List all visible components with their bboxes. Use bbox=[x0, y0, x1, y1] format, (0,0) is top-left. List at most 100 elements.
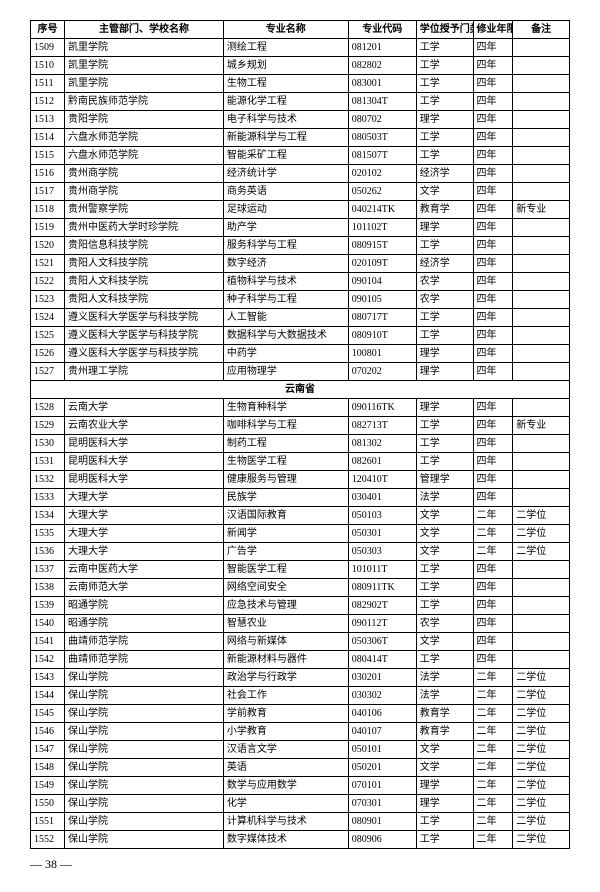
cell-remark: 二学位 bbox=[513, 741, 570, 759]
cell-school: 贵州商学院 bbox=[65, 183, 224, 201]
cell-code: 120410T bbox=[348, 471, 416, 489]
cell-remark bbox=[513, 579, 570, 597]
cell-seq: 1541 bbox=[31, 633, 65, 651]
table-row: 1552保山学院数字媒体技术080906工学二年二学位 bbox=[31, 831, 570, 849]
cell-degree: 工学 bbox=[416, 435, 473, 453]
cell-seq: 1524 bbox=[31, 309, 65, 327]
table-row: 1510凯里学院城乡规划082802工学四年 bbox=[31, 57, 570, 75]
cell-major: 生物工程 bbox=[223, 75, 348, 93]
cell-years: 四年 bbox=[473, 345, 513, 363]
cell-degree: 理学 bbox=[416, 111, 473, 129]
cell-seq: 1517 bbox=[31, 183, 65, 201]
cell-degree: 文学 bbox=[416, 525, 473, 543]
cell-remark bbox=[513, 309, 570, 327]
cell-major: 汉语言文学 bbox=[223, 741, 348, 759]
cell-code: 030401 bbox=[348, 489, 416, 507]
cell-code: 050101 bbox=[348, 741, 416, 759]
table-row: 1513贵阳学院电子科学与技术080702理学四年 bbox=[31, 111, 570, 129]
cell-code: 020102 bbox=[348, 165, 416, 183]
cell-code: 090104 bbox=[348, 273, 416, 291]
cell-school: 贵阳人文科技学院 bbox=[65, 273, 224, 291]
cell-seq: 1551 bbox=[31, 813, 65, 831]
cell-seq: 1515 bbox=[31, 147, 65, 165]
cell-years: 四年 bbox=[473, 273, 513, 291]
cell-school: 凯里学院 bbox=[65, 39, 224, 57]
table-row: 1538云南师范大学网络空间安全080911TK工学四年 bbox=[31, 579, 570, 597]
table-row: 1512黔南民族师范学院能源化学工程081304T工学四年 bbox=[31, 93, 570, 111]
cell-school: 曲靖师范学院 bbox=[65, 651, 224, 669]
cell-seq: 1549 bbox=[31, 777, 65, 795]
cell-years: 四年 bbox=[473, 111, 513, 129]
table-row: 1525遵义医科大学医学与科技学院数据科学与大数据技术080910T工学四年 bbox=[31, 327, 570, 345]
cell-school: 遵义医科大学医学与科技学院 bbox=[65, 345, 224, 363]
cell-remark bbox=[513, 129, 570, 147]
cell-code: 080901 bbox=[348, 813, 416, 831]
section-label: 云南省 bbox=[31, 381, 570, 399]
cell-code: 090116TK bbox=[348, 399, 416, 417]
cell-years: 二年 bbox=[473, 669, 513, 687]
cell-school: 云南农业大学 bbox=[65, 417, 224, 435]
cell-years: 四年 bbox=[473, 147, 513, 165]
cell-years: 四年 bbox=[473, 93, 513, 111]
cell-degree: 理学 bbox=[416, 795, 473, 813]
cell-remark bbox=[513, 399, 570, 417]
cell-degree: 理学 bbox=[416, 399, 473, 417]
table-row: 1515六盘水师范学院智能采矿工程081507T工学四年 bbox=[31, 147, 570, 165]
cell-major: 健康服务与管理 bbox=[223, 471, 348, 489]
cell-remark: 二学位 bbox=[513, 777, 570, 795]
cell-school: 保山学院 bbox=[65, 777, 224, 795]
cell-seq: 1534 bbox=[31, 507, 65, 525]
cell-remark: 二学位 bbox=[513, 669, 570, 687]
cell-remark bbox=[513, 183, 570, 201]
header-major: 专业名称 bbox=[223, 21, 348, 39]
cell-major: 智能医学工程 bbox=[223, 561, 348, 579]
cell-degree: 工学 bbox=[416, 39, 473, 57]
cell-major: 经济统计学 bbox=[223, 165, 348, 183]
cell-remark bbox=[513, 597, 570, 615]
cell-school: 贵阳学院 bbox=[65, 111, 224, 129]
cell-school: 贵阳人文科技学院 bbox=[65, 255, 224, 273]
table-row: 1518贵州警察学院足球运动040214TK教育学四年新专业 bbox=[31, 201, 570, 219]
cell-degree: 教育学 bbox=[416, 705, 473, 723]
cell-remark bbox=[513, 147, 570, 165]
table-row: 1520贵阳信息科技学院服务科学与工程080915T工学四年 bbox=[31, 237, 570, 255]
cell-degree: 经济学 bbox=[416, 165, 473, 183]
cell-school: 昆明医科大学 bbox=[65, 453, 224, 471]
cell-seq: 1545 bbox=[31, 705, 65, 723]
table-row: 1544保山学院社会工作030302法学二年二学位 bbox=[31, 687, 570, 705]
cell-school: 大理大学 bbox=[65, 507, 224, 525]
cell-school: 保山学院 bbox=[65, 687, 224, 705]
cell-seq: 1523 bbox=[31, 291, 65, 309]
cell-major: 人工智能 bbox=[223, 309, 348, 327]
cell-remark bbox=[513, 273, 570, 291]
cell-years: 四年 bbox=[473, 597, 513, 615]
cell-degree: 法学 bbox=[416, 687, 473, 705]
cell-seq: 1544 bbox=[31, 687, 65, 705]
cell-years: 四年 bbox=[473, 57, 513, 75]
cell-seq: 1516 bbox=[31, 165, 65, 183]
cell-degree: 文学 bbox=[416, 759, 473, 777]
cell-remark: 二学位 bbox=[513, 543, 570, 561]
cell-major: 学前教育 bbox=[223, 705, 348, 723]
cell-remark bbox=[513, 435, 570, 453]
table-row: 1531昆明医科大学生物医学工程082601工学四年 bbox=[31, 453, 570, 471]
cell-school: 云南中医药大学 bbox=[65, 561, 224, 579]
cell-seq: 1542 bbox=[31, 651, 65, 669]
cell-major: 英语 bbox=[223, 759, 348, 777]
cell-school: 昭通学院 bbox=[65, 597, 224, 615]
cell-years: 四年 bbox=[473, 561, 513, 579]
cell-major: 中药学 bbox=[223, 345, 348, 363]
cell-seq: 1530 bbox=[31, 435, 65, 453]
cell-years: 二年 bbox=[473, 507, 513, 525]
cell-major: 电子科学与技术 bbox=[223, 111, 348, 129]
cell-major: 数字媒体技术 bbox=[223, 831, 348, 849]
cell-major: 植物科学与技术 bbox=[223, 273, 348, 291]
cell-code: 080911TK bbox=[348, 579, 416, 597]
table-row: 1516贵州商学院经济统计学020102经济学四年 bbox=[31, 165, 570, 183]
table-row: 1530昆明医科大学制药工程081302工学四年 bbox=[31, 435, 570, 453]
cell-school: 贵州理工学院 bbox=[65, 363, 224, 381]
cell-school: 昆明医科大学 bbox=[65, 435, 224, 453]
majors-table: 序号 主管部门、学校名称 专业名称 专业代码 学位授予门类 修业年限 备注 15… bbox=[30, 20, 570, 849]
cell-degree: 工学 bbox=[416, 453, 473, 471]
table-row: 1551保山学院计算机科学与技术080901工学二年二学位 bbox=[31, 813, 570, 831]
